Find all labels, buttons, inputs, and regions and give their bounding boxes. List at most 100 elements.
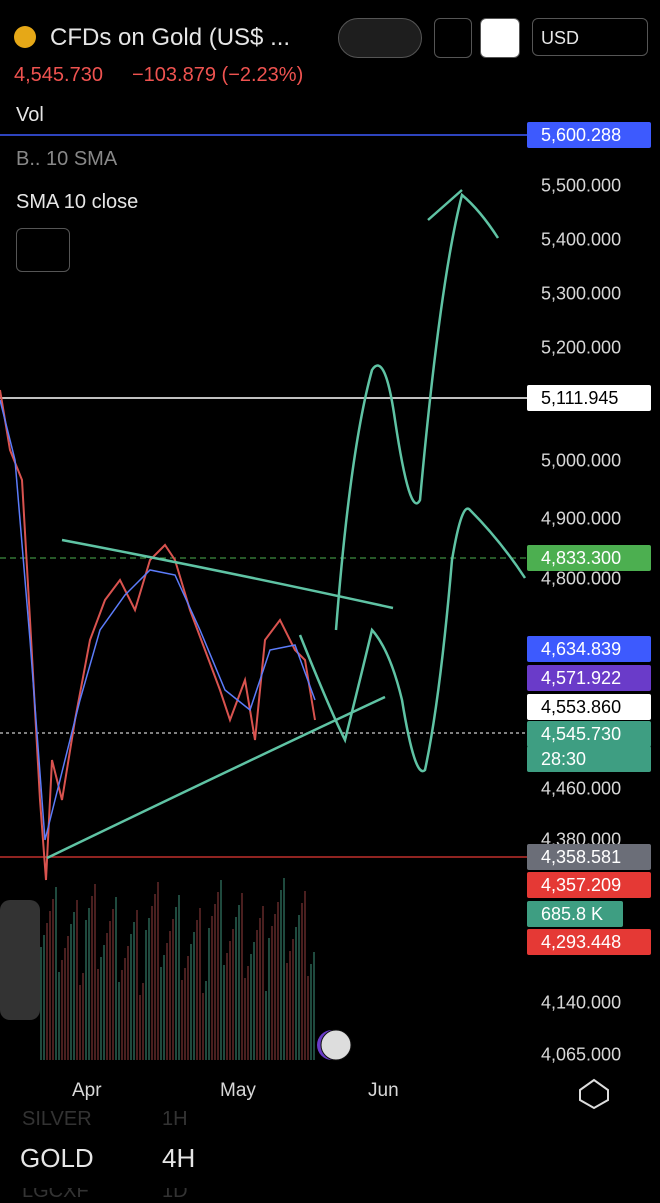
- volume-bar: [76, 900, 78, 1060]
- volume-bar: [148, 918, 150, 1060]
- volume-bar: [196, 920, 198, 1060]
- volume-bar: [106, 933, 108, 1060]
- indicator-sma[interactable]: SMA 10 close: [16, 191, 139, 213]
- volume-bar: [124, 958, 126, 1060]
- volume-bar: [142, 983, 144, 1060]
- volume-bar: [52, 899, 54, 1060]
- volume-bar: [241, 893, 243, 1060]
- volume-bar: [82, 973, 84, 1060]
- volume-bar: [256, 930, 258, 1060]
- volume-bar: [67, 936, 69, 1060]
- volume-bars: [40, 878, 315, 1060]
- volume-bar: [304, 891, 306, 1060]
- volume-bar: [151, 906, 153, 1060]
- download-button[interactable]: [434, 18, 472, 58]
- volume-bar: [172, 919, 174, 1060]
- symbol-icon: [14, 26, 36, 48]
- volume-bar: [118, 982, 120, 1060]
- volume-bar: [307, 976, 309, 1060]
- time-label: Apr: [72, 1080, 102, 1101]
- volume-bar: [211, 916, 213, 1060]
- price-badge: 4,634.839: [527, 636, 651, 662]
- volume-bar: [97, 969, 99, 1060]
- price-series: [0, 389, 316, 881]
- volume-bar: [268, 938, 270, 1060]
- volume-bar: [232, 929, 234, 1060]
- price-label: 4,900.000: [541, 508, 622, 529]
- volume-bar: [64, 948, 66, 1060]
- price-badge: 4,833.300: [527, 545, 651, 571]
- volume-bar: [226, 953, 228, 1060]
- last-price: 4,545.730: [14, 64, 103, 86]
- volume-bar: [112, 909, 114, 1060]
- volume-bar: [154, 894, 156, 1060]
- status-toggle[interactable]: [338, 18, 422, 58]
- volume-bar: [253, 942, 255, 1060]
- volume-bar: [175, 907, 177, 1060]
- volume-bar: [73, 912, 75, 1060]
- event-icon[interactable]: [320, 1029, 352, 1061]
- price-label: 4,140.000: [541, 992, 622, 1013]
- price-badge: 4,357.209: [527, 872, 651, 898]
- volume-bar: [40, 947, 42, 1060]
- volume-bar: [217, 892, 219, 1060]
- price-badge: 5,111.945: [527, 385, 651, 411]
- price-label: 4,460.000: [541, 778, 622, 799]
- price-badge: 28:30: [527, 746, 651, 772]
- price-label: 5,200.000: [541, 337, 622, 358]
- volume-bar: [166, 943, 168, 1060]
- ghost-symbol: SILVER: [22, 1108, 92, 1130]
- price-label: 5,000.000: [541, 450, 622, 471]
- price-badge: 4,571.922: [527, 665, 651, 691]
- volume-bar: [109, 921, 111, 1060]
- volume-bar: [178, 895, 180, 1060]
- volume-bar: [202, 993, 204, 1060]
- volume-bar: [127, 946, 129, 1060]
- volume-bar: [184, 968, 186, 1060]
- volume-bar: [265, 991, 267, 1060]
- volume-bar: [160, 967, 162, 1060]
- title[interactable]: CFDs on Gold (US$ ...: [50, 24, 291, 51]
- volume-bar: [193, 932, 195, 1060]
- currency-select[interactable]: USD: [532, 18, 648, 56]
- volume-bar: [49, 911, 51, 1060]
- volume-bar: [205, 981, 207, 1060]
- volume-bar: [247, 966, 249, 1060]
- collapse-button[interactable]: [16, 228, 70, 272]
- volume-bar: [244, 978, 246, 1060]
- volume-bar: [274, 914, 276, 1060]
- settings-icon[interactable]: [579, 1078, 609, 1110]
- volume-bar: [271, 926, 273, 1060]
- layout-button[interactable]: [480, 18, 520, 58]
- price-badge: 4,293.448: [527, 929, 651, 955]
- volume-bar: [157, 882, 159, 1060]
- side-handle[interactable]: [0, 900, 40, 1020]
- volume-bar: [295, 927, 297, 1060]
- indicator-vol[interactable]: Vol: [16, 104, 44, 126]
- volume-bar: [238, 905, 240, 1060]
- volume-bar: [103, 945, 105, 1060]
- volume-bar: [91, 896, 93, 1060]
- volume-bar: [169, 931, 171, 1060]
- volume-bar: [283, 878, 285, 1060]
- volume-bar: [61, 960, 63, 1060]
- price-label: 4,065.000: [541, 1044, 622, 1065]
- sma-line: [0, 399, 316, 841]
- bottom-bar: [0, 1128, 660, 1188]
- indicator-bb[interactable]: B.. 10 SMA: [16, 148, 118, 170]
- volume-bar: [70, 924, 72, 1060]
- volume-bar: [139, 995, 141, 1060]
- symbol[interactable]: GOLD: [20, 1143, 94, 1173]
- volume-bar: [301, 903, 303, 1060]
- volume-bar: [277, 902, 279, 1060]
- price-label: 5,500.000: [541, 175, 622, 196]
- volume-bar: [130, 934, 132, 1060]
- volume-bar: [46, 923, 48, 1060]
- volume-bar: [88, 908, 90, 1060]
- volume-bar: [214, 904, 216, 1060]
- price-label: 5,400.000: [541, 229, 622, 250]
- volume-bar: [115, 897, 117, 1060]
- interval[interactable]: 4H: [162, 1143, 196, 1173]
